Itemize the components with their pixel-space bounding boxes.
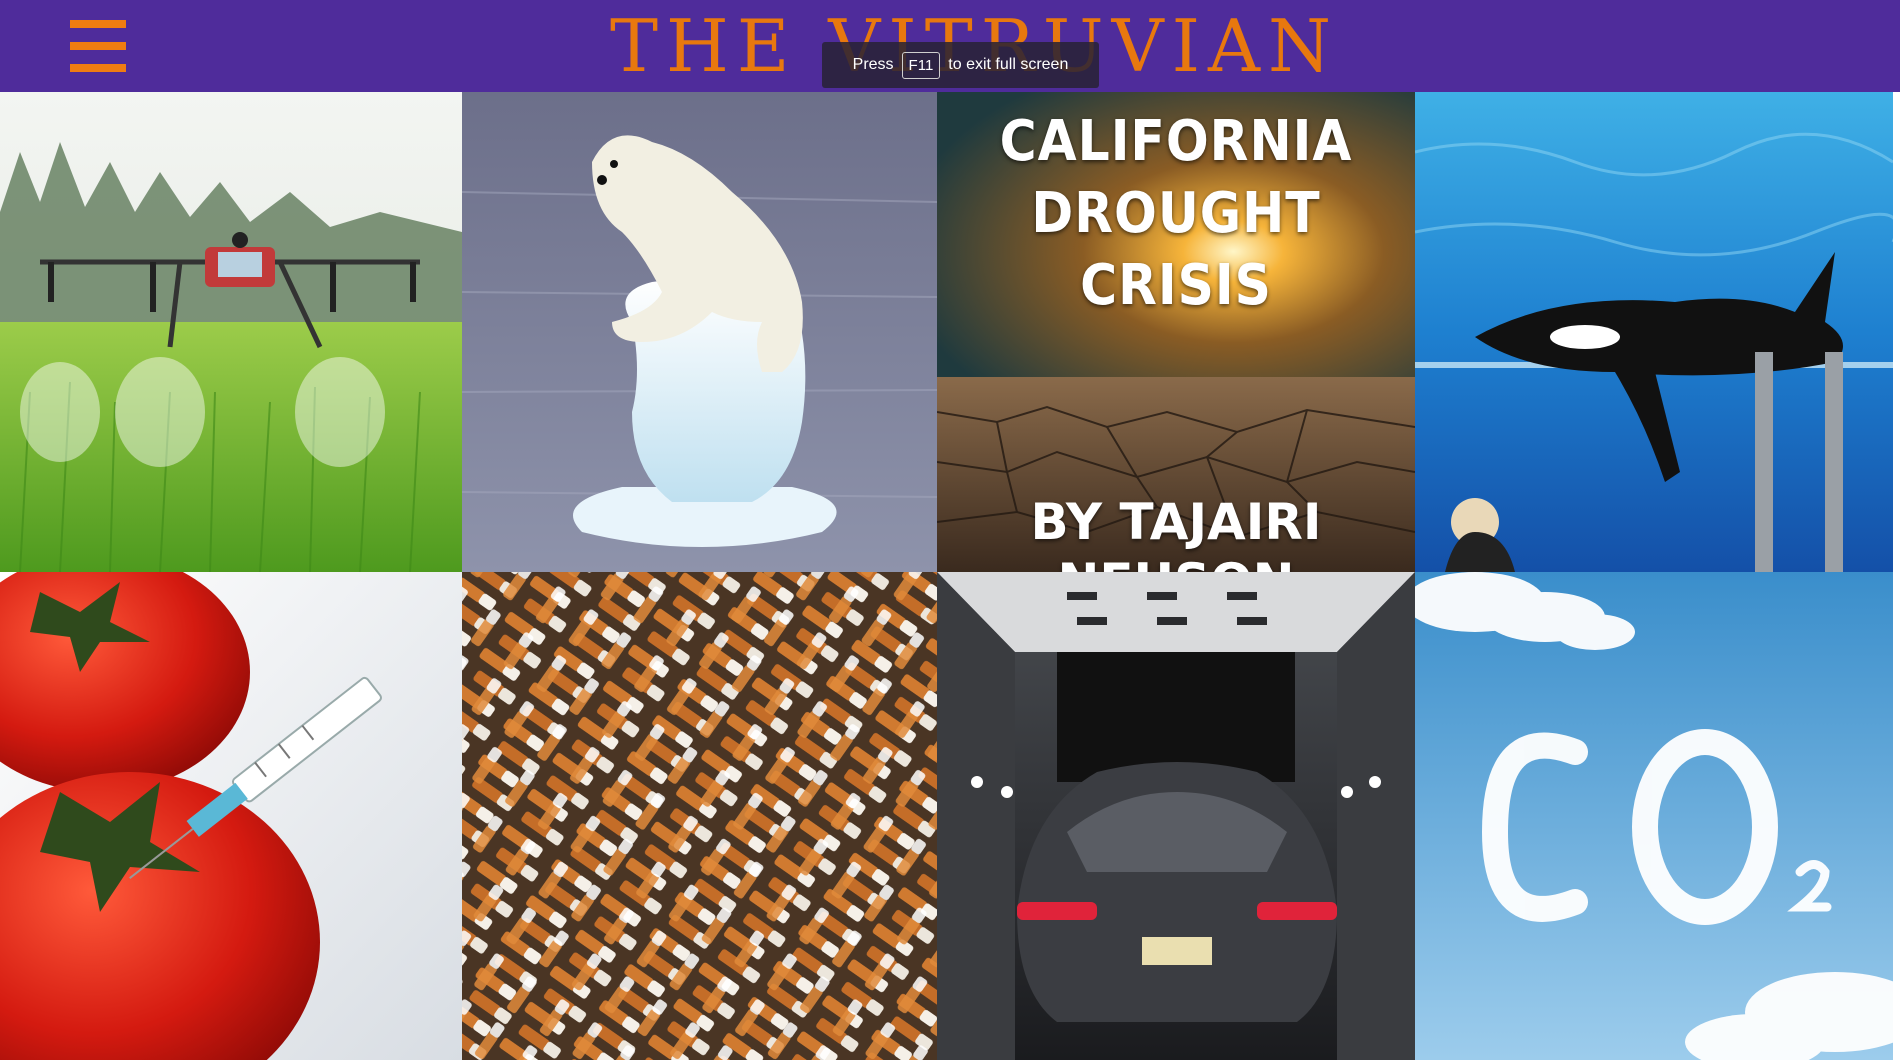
car-wind-tunnel-image [937, 572, 1415, 1060]
drought-landscape-image [937, 92, 1415, 572]
article-tile-wind-tunnel[interactable] [937, 572, 1415, 1060]
polar-bear-image [462, 92, 937, 572]
article-tile-orca[interactable] [1415, 92, 1893, 572]
fullscreen-toast: Press F11 to exit full screen [822, 42, 1099, 88]
menu-bar [70, 42, 126, 50]
orca-tank-image [1415, 92, 1893, 572]
article-tile-cigarettes[interactable] [462, 572, 937, 1060]
drought-article-byline: BY TAJAIRI NEUSON [1030, 493, 1322, 572]
article-tile-co2[interactable] [1415, 572, 1893, 1060]
article-tile-polar-bear[interactable] [462, 92, 937, 572]
menu-bar [70, 20, 126, 28]
drought-article-title: CALIFORNIA DROUGHT CRISIS [999, 109, 1353, 318]
toast-key: F11 [901, 51, 941, 79]
tomato-syringe-image [0, 572, 462, 1060]
toast-press-text: Press [852, 56, 894, 73]
menu-bar [70, 64, 126, 72]
site-header: THE VITRUVIAN Press F11 to exit full scr… [0, 0, 1900, 92]
article-tile-gmo-tomato[interactable] [0, 572, 462, 1060]
toast-message: to exit full screen [948, 56, 1069, 73]
article-tile-drone[interactable] [0, 92, 462, 572]
cigarette-butts-image [462, 572, 937, 1060]
drone-field-image [0, 92, 462, 572]
hamburger-menu-icon[interactable] [70, 20, 126, 72]
co2-clouds-image [1415, 572, 1893, 1060]
